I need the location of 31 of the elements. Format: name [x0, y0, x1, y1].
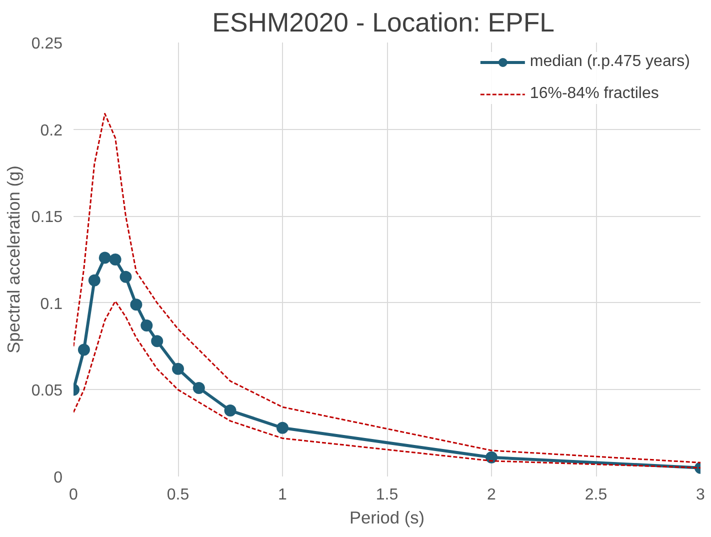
point [88, 274, 100, 286]
y-tick-label: 0.15 [31, 209, 63, 226]
x-tick-label: 0 [69, 486, 78, 504]
legend-label: median (r.p.475 years) [530, 53, 690, 71]
x-axis-title: Period (s) [349, 508, 425, 528]
point [120, 270, 132, 283]
y-tick-label: 0.25 [31, 36, 63, 52]
x-tick-label: 3 [696, 486, 706, 504]
point [172, 362, 184, 375]
legend-label: 16%-84% fractiles [530, 85, 659, 103]
point [140, 319, 153, 332]
point [78, 344, 90, 356]
point [98, 252, 111, 264]
y-tick-label: 0 [54, 470, 63, 486]
x-tick-label: 2 [487, 486, 496, 504]
point [109, 254, 122, 266]
point [224, 404, 236, 417]
point [486, 451, 498, 464]
y-tick-label: 0.1 [40, 296, 63, 313]
point [192, 382, 205, 394]
x-tick-label: 1 [278, 486, 288, 504]
point [130, 298, 142, 311]
point [276, 422, 288, 434]
point [151, 335, 164, 348]
x-tick-label: 0.5 [166, 486, 190, 504]
y-tick-label: 0.05 [31, 382, 63, 400]
y-axis-title: Spectral acceleration (g) [3, 166, 24, 354]
chart-title: ESHM2020 - Location: EPFL [212, 8, 554, 38]
x-tick-label: 2.5 [584, 486, 608, 504]
x-tick-label: 1.5 [376, 486, 398, 504]
y-tick-label: 0.2 [40, 122, 63, 140]
